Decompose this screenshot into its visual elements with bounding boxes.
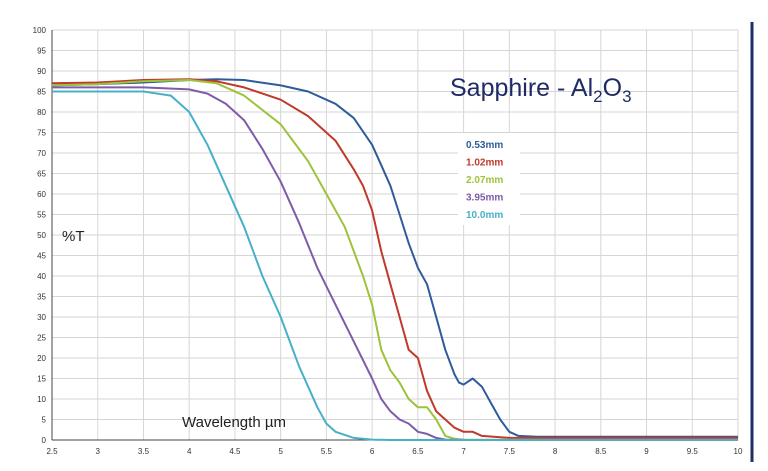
legend: 0.53mm 1.02mm 2.07mm 3.95mm 10.0mm <box>458 133 520 225</box>
y-tick-label: 25 <box>37 334 46 343</box>
x-tick-label: 6.5 <box>412 447 424 456</box>
legend-box <box>458 133 520 225</box>
title-subscript-2: 3 <box>622 87 631 106</box>
x-tick-label: 4.5 <box>229 447 241 456</box>
y-tick-label: 10 <box>37 395 46 404</box>
y-tick-label: 90 <box>37 67 46 76</box>
series-line-1 <box>51 78 738 439</box>
x-axis-label: Wavelength µm <box>182 414 286 431</box>
x-tick-label: 3 <box>96 447 101 456</box>
legend-item-0: 0.53mm <box>466 140 503 151</box>
series-lines <box>51 78 738 441</box>
y-tick-label: 30 <box>37 313 46 322</box>
series-line-4 <box>52 90 738 441</box>
y-tick-label: 45 <box>37 252 46 261</box>
y-tick-label: 20 <box>37 354 46 363</box>
x-tick-label: 7 <box>461 447 466 456</box>
legend-item-3: 3.95mm <box>466 193 503 204</box>
x-tick-label: 5.5 <box>321 447 333 456</box>
y-tick-label: 75 <box>37 129 46 138</box>
y-tick-label: 85 <box>37 88 46 97</box>
legend-item-4: 10.0mm <box>466 210 503 221</box>
y-tick-label: 100 <box>33 26 47 35</box>
y-tick-label: 65 <box>37 170 46 179</box>
x-tick-label: 4 <box>187 447 192 456</box>
y-tick-label: 60 <box>37 190 46 199</box>
y-axis-label: %T <box>62 228 85 245</box>
x-tick-label: 7.5 <box>504 447 516 456</box>
y-tick-label: 55 <box>37 211 46 220</box>
series-line-2 <box>51 79 738 441</box>
y-tick-label: 50 <box>37 231 46 240</box>
title-prefix: Sapphire - Al <box>450 74 593 102</box>
x-tick-label: 5 <box>278 447 283 456</box>
legend-item-1: 1.02mm <box>466 158 503 169</box>
series-line-0 <box>51 78 738 438</box>
axes: 2.5 3 3.5 4 4.5 5 5.5 6 6.5 7 7.5 8 8.5 9 9.5 100510152… <box>33 22 754 462</box>
title-mid: O <box>603 74 622 102</box>
y-tick-label: 80 <box>37 108 46 117</box>
y-tick-label: 0 <box>42 436 47 445</box>
chart-title: Sapphire - Al2O3 <box>450 74 632 106</box>
title-subscript-1: 2 <box>593 87 602 106</box>
y-tick-label: 35 <box>37 293 46 302</box>
x-tick-label: 3.5 <box>138 447 150 456</box>
legend-item-2: 2.07mm <box>466 175 503 186</box>
y-tick-label: 5 <box>42 416 47 425</box>
x-tick-label: 2.5 <box>46 447 58 456</box>
y-tick-label: 40 <box>37 272 46 281</box>
x-tick-label: 9.5 <box>687 447 699 456</box>
x-tick-label: 6 <box>370 447 375 456</box>
grid <box>51 29 739 441</box>
y-tick-label: 15 <box>37 375 46 384</box>
x-tick-label: 9 <box>644 447 649 456</box>
y-tick-label: 95 <box>37 47 46 56</box>
x-tick-label: 8.5 <box>595 447 607 456</box>
x-tick-label: 10 <box>734 447 743 456</box>
x-tick-label: 8 <box>553 447 558 456</box>
y-tick-label: 70 <box>37 149 46 158</box>
